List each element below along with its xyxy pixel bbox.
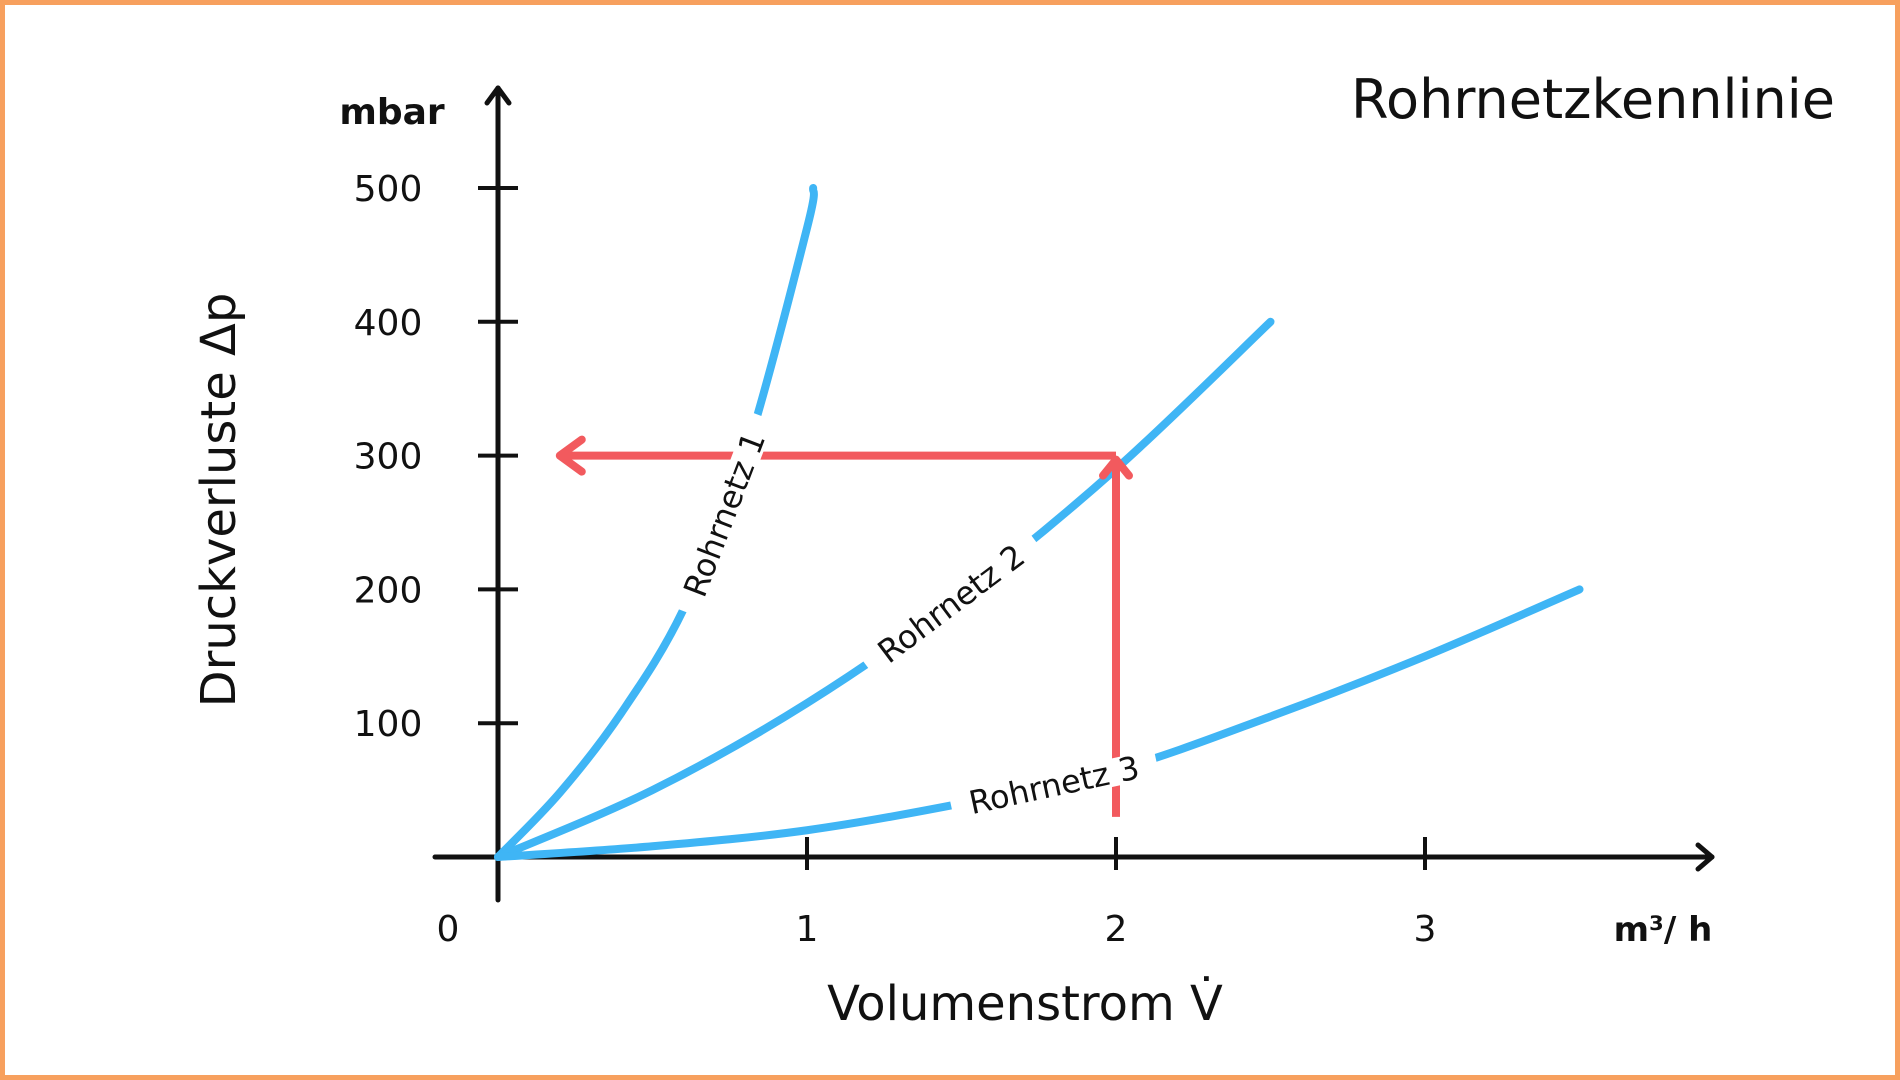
curve-label-background-3: [948, 749, 1160, 822]
chart-title: Rohrnetzkennlinie: [1351, 68, 1835, 131]
x-unit-label: m³/ h: [1614, 910, 1713, 950]
x-tick-label-3: 3: [1414, 909, 1437, 950]
read-off-marker: [555, 435, 1133, 817]
y-tick-label-500: 500: [354, 169, 423, 210]
y-axis-arrowhead: [484, 85, 512, 106]
y-tick-label-300: 300: [354, 437, 423, 478]
x-tick-label-1: 1: [796, 909, 819, 950]
axes: [432, 85, 1715, 903]
curve-label-background-1: [674, 411, 775, 618]
x-tick-label-2: 2: [1105, 909, 1128, 950]
origin-label: 0: [437, 909, 460, 950]
curve-rohrnetz-3: [494, 585, 1584, 861]
x-axis-title: Volumenstrom V̇: [827, 976, 1223, 1032]
curves: [494, 184, 1584, 861]
y-tick-label-100: 100: [354, 704, 423, 745]
marker-horizontal-arrowhead: [555, 435, 586, 476]
curve-label-group-1: Rohrnetz 1: [674, 411, 775, 618]
x-tick-labels: 1 2 3: [796, 909, 1437, 950]
curve-label-group-3: Rohrnetz 3: [948, 748, 1160, 822]
y-unit-label: mbar: [339, 92, 445, 133]
axis-ticks: [478, 186, 1427, 870]
y-tick-label-400: 400: [354, 303, 423, 344]
y-axis-title: Druckverluste Δp: [191, 293, 247, 708]
y-tick-labels: 100 200 300 400 500: [354, 169, 423, 745]
curve-labels: Rohrnetz 1 Rohrnetz 2 Rohrnetz 3: [674, 411, 1160, 822]
x-axis-arrowhead: [1695, 842, 1715, 872]
curve-label-background-2: [858, 529, 1044, 678]
curve-rohrnetz-1: [494, 184, 818, 861]
curve-label-group-2: Rohrnetz 2: [858, 529, 1044, 678]
curve-label-2: Rohrnetz 2: [871, 537, 1032, 671]
y-tick-label-200: 200: [354, 570, 423, 611]
